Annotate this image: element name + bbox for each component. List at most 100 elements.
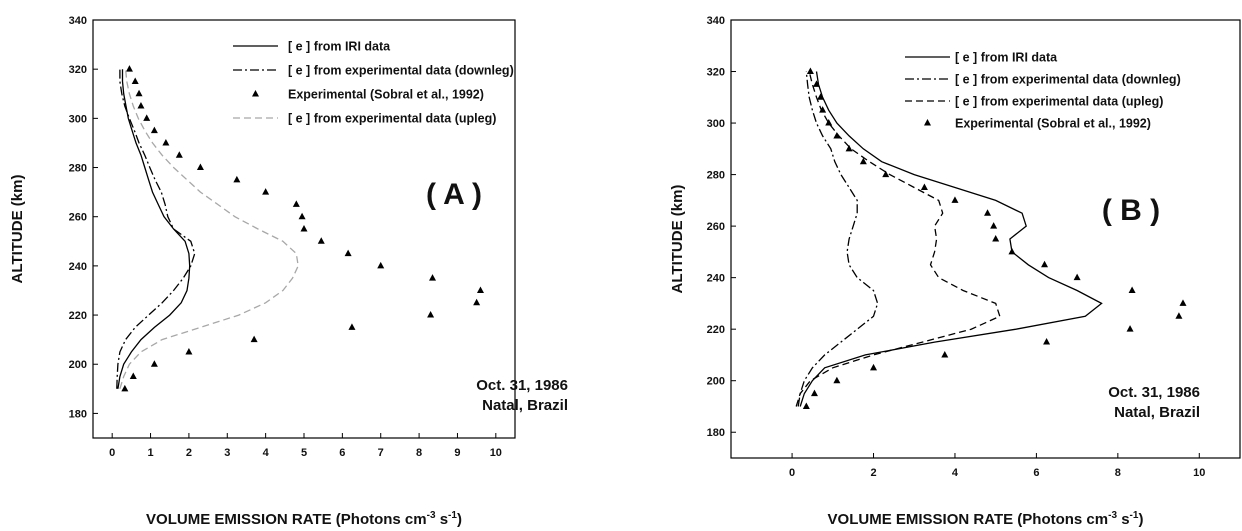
x-tick-label: 0 [789,467,795,479]
y-tick-label: 240 [69,261,87,273]
x-tick-label: 2 [186,447,192,459]
series-line [797,71,879,407]
y-tick-label: 340 [69,15,87,27]
data-point-marker [951,196,959,203]
data-point-marker [819,106,827,113]
data-point-marker [377,261,385,269]
data-point-marker [813,80,821,87]
legend-marker [924,119,931,126]
data-point-marker [802,402,810,409]
data-point-marker [143,114,151,121]
x-tick-label: 8 [1115,467,1121,479]
annotation-line: Natal, Brazil [1114,404,1200,421]
legend: [ e ] from IRI data [ e ] from experiment… [233,40,514,126]
x-tick-label: 3 [224,447,230,459]
data-point-marker [1041,260,1049,268]
x-tick-label: 6 [339,447,345,459]
chart-panel-b: 0 2 4 6 8 10 180 200 220 240 260 280 300 320 340 ALTITU… [669,15,1241,528]
x-tick-label: 10 [1193,467,1205,479]
data-point-marker [476,286,484,293]
data-point-marker [1043,338,1051,345]
data-point-marker [1179,299,1187,306]
y-tick-label: 320 [69,64,87,76]
x-axis-title-part: -1 [448,510,457,521]
x-tick-label: 4 [263,447,270,459]
data-point-marker [427,311,435,318]
x-axis-title: VOLUME EMISSION RATE (Photons cm-3 s-1) [828,510,1144,528]
data-point-marker [817,93,825,100]
y-tick-label: 280 [707,170,725,182]
legend-label: [ e ] from experimental data (upleg) [288,112,496,126]
y-tick-label: 180 [69,408,87,420]
data-point-marker [833,131,841,139]
data-point-marker [262,188,270,195]
data-point-marker [348,323,356,330]
x-tick-label: 6 [1033,467,1039,479]
x-axis-title-part: s [1117,511,1130,528]
legend-label: [ e ] from experimental data (downleg) [288,64,514,78]
data-point-marker [135,89,143,97]
legend-label: Experimental (Sobral et al., 1992) [288,88,484,102]
annotation-line: Oct. 31, 1986 [1108,384,1200,401]
series-dashdot [797,71,879,407]
annotation-line: Oct. 31, 1986 [476,377,568,394]
data-point-marker [344,249,352,257]
legend-label: [ e ] from experimental data (downleg) [955,73,1181,87]
legend-label: [ e ] from experimental data (upleg) [955,95,1163,109]
data-point-marker [196,163,204,171]
data-point-marker [833,376,841,384]
data-point-marker [990,222,998,229]
series-markers [802,67,1187,409]
series-dashed [795,71,1001,407]
y-tick-label: 220 [69,310,87,322]
data-point-marker [185,347,193,355]
data-point-marker [317,237,325,244]
y-tick-label: 340 [707,15,725,27]
x-tick-label: 8 [416,447,422,459]
plot-frame [730,19,1241,459]
data-point-marker [870,363,878,371]
annotation-line: Natal, Brazil [482,397,568,414]
data-point-marker [1073,273,1081,281]
x-tick-label: 2 [870,467,876,479]
x-tick-label: 1 [147,447,153,459]
y-tick-label: 200 [707,376,725,388]
x-axis-title-part: -1 [1130,510,1139,521]
series-markers [121,65,484,392]
data-point-marker [1175,312,1183,319]
legend-label: [ e ] from IRI data [955,51,1058,65]
series-solid [117,69,191,389]
data-point-marker [859,157,867,165]
x-tick-label: 9 [454,447,460,459]
legend-marker [252,90,259,97]
x-axis-title-part: VOLUME EMISSION RATE (Photons cm [828,511,1109,528]
data-point-marker [845,144,853,152]
y-tick-label: 280 [69,163,87,175]
series-line [795,71,1001,407]
data-point-marker [162,138,170,146]
panel-label: ( B ) [1102,194,1160,227]
x-tick-label: 10 [490,447,502,459]
y-tick-label: 220 [707,324,725,336]
data-point-marker [810,389,818,397]
data-point-marker [250,335,258,343]
y-tick-label: 240 [707,273,725,285]
data-point-marker [984,209,992,216]
data-point-marker [175,151,183,158]
data-point-marker [882,170,890,178]
y-tick-label: 180 [707,427,725,439]
data-point-marker [125,65,133,72]
x-axis-title-part: -3 [1108,510,1117,521]
x-axis-title-part: VOLUME EMISSION RATE (Photons cm [146,511,427,528]
chart-panel-a: 0 1 2 3 4 5 6 7 8 9 10 180 200 220 240 260 280 300 320 340 A… [9,15,568,528]
data-point-marker [825,119,833,126]
x-tick-label: 5 [301,447,307,459]
y-axis-title: ALTITUDE (km) [9,175,26,284]
data-point-marker [131,77,139,84]
data-point-marker [233,175,241,183]
y-tick-label: 260 [707,221,725,233]
y-axis-title: ALTITUDE (km) [669,185,686,294]
data-point-marker [429,274,437,281]
x-axis-title-part: ) [457,511,462,528]
